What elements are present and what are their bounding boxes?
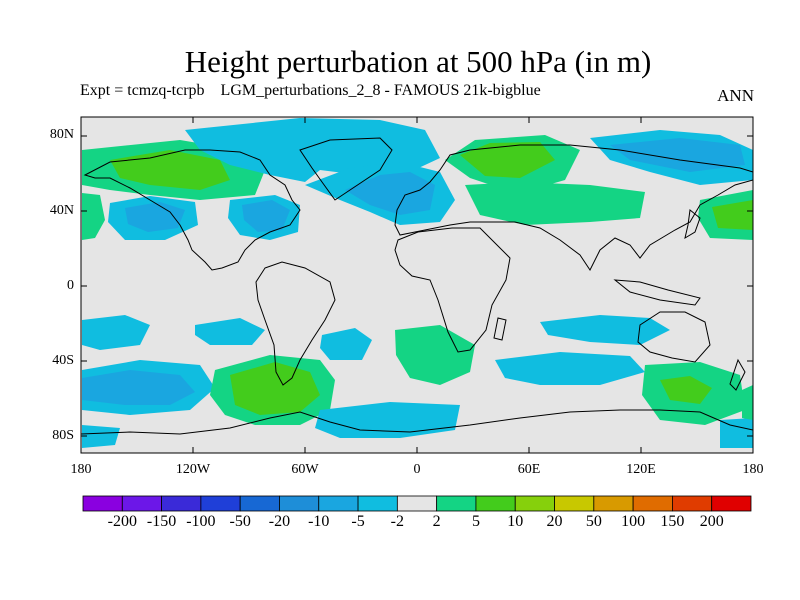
season-label: ANN <box>717 86 754 105</box>
colorbar-label: -5 <box>351 513 365 530</box>
contour-region-neg_mid <box>242 200 290 232</box>
colorbar-label: -100 <box>186 513 216 530</box>
contour-region-neg_weak <box>320 328 372 360</box>
lon-label-60w: 60W <box>291 462 319 477</box>
colorbar-label: 10 <box>507 513 524 530</box>
lat-label-40s: 40S <box>52 353 74 368</box>
contour-region-pos_mid <box>110 150 230 190</box>
antarctica-coastline <box>81 409 753 435</box>
colorbar-label: 200 <box>699 513 724 530</box>
contour-region-pos_weak <box>395 325 475 385</box>
colorbar <box>82 495 752 512</box>
contour-region-neg_weak <box>82 425 120 448</box>
map-panel <box>81 117 753 453</box>
colorbar-label: -150 <box>146 513 177 530</box>
contour-region-neg_mid <box>610 138 745 172</box>
contour-region-neg_weak <box>315 402 460 438</box>
colorbar-swatch <box>436 495 477 512</box>
colorbar-label: 150 <box>660 513 685 530</box>
lon-label-120e: 120E <box>626 462 656 477</box>
contour-region-neg_weak <box>195 318 265 345</box>
colorbar-swatch <box>200 495 241 512</box>
lat-label-80s: 80S <box>52 428 74 443</box>
madagascar-coastline <box>493 317 507 341</box>
colorbar-label: -10 <box>308 513 330 530</box>
colorbar-label: 5 <box>471 513 480 530</box>
colorbar-label: 20 <box>546 513 563 530</box>
colorbar-swatch <box>672 495 713 512</box>
colorbar-label: -2 <box>390 513 405 530</box>
contour-region-neg_weak <box>540 315 670 345</box>
colorbar-swatch <box>239 495 280 512</box>
colorbar-swatch <box>632 495 673 512</box>
eurasia-coastline <box>394 144 753 271</box>
colorbar-swatch <box>279 495 320 512</box>
contour-region-neg_weak <box>82 315 150 350</box>
colorbar-swatch <box>82 495 123 512</box>
contour-region-neg_mid <box>125 202 185 232</box>
greenland-coastline <box>299 137 393 201</box>
lon-label-180w: 180 <box>70 462 92 477</box>
colorbar-label: -50 <box>229 513 251 530</box>
contour-region-pos_mid <box>230 362 320 415</box>
australia-coastline <box>637 311 711 363</box>
lon-label-60e: 60E <box>517 462 541 477</box>
colorbar-swatch <box>318 495 359 512</box>
colorbar-swatch <box>396 495 438 512</box>
contour-region-pos_weak <box>82 193 105 240</box>
colorbar-swatch <box>475 495 516 512</box>
new-zealand-coastline <box>729 358 746 391</box>
contour-region-pos_mid <box>660 376 712 404</box>
north-america-coastline <box>83 149 301 271</box>
chart-title: Height perturbation at 500 hPa (in m) <box>184 44 652 79</box>
contour-region-neg_mid <box>82 370 195 405</box>
colorbar-swatch <box>121 495 162 512</box>
colorbar-label: -200 <box>107 513 137 530</box>
colorbar-swatch <box>593 495 634 512</box>
lat-label-80n: 80N <box>49 127 74 142</box>
contour-region-pos_mid <box>460 142 555 178</box>
colorbar-label: 2 <box>432 513 441 530</box>
axis-ticks <box>80 117 754 453</box>
lon-label-0: 0 <box>413 462 421 477</box>
south-america-coastline <box>255 261 336 386</box>
lat-label-0: 0 <box>67 278 74 293</box>
contour-region-pos_mid <box>712 200 753 230</box>
contour-region-neg_weak <box>720 418 753 448</box>
colorbar-label: 100 <box>621 513 646 530</box>
colorbar-swatch <box>161 495 202 512</box>
coastlines <box>81 137 753 435</box>
experiment-subtitle: Expt = tcmzq-tcrpb LGM_perturbations_2_8… <box>80 82 541 99</box>
contour-region-pos_weak <box>465 182 645 225</box>
colorbar-label: 50 <box>585 513 602 530</box>
lon-label-180e: 180 <box>742 462 764 477</box>
lon-label-120w: 120W <box>175 462 211 477</box>
lat-label-40n: 40N <box>49 203 74 218</box>
indonesia-coastline <box>613 279 701 306</box>
contour-fields <box>82 118 753 448</box>
africa-coastline <box>394 227 511 353</box>
contour-region-neg_weak <box>495 352 645 385</box>
japan-coastline <box>684 209 701 240</box>
colorbar-swatch <box>514 495 555 512</box>
colorbar-swatch <box>554 495 595 512</box>
contour-region-pos_weak <box>742 385 753 420</box>
colorbar-swatch <box>711 495 752 512</box>
colorbar-label: -20 <box>268 513 291 530</box>
contour-region-neg_mid <box>345 172 435 215</box>
colorbar-swatch <box>357 495 398 512</box>
